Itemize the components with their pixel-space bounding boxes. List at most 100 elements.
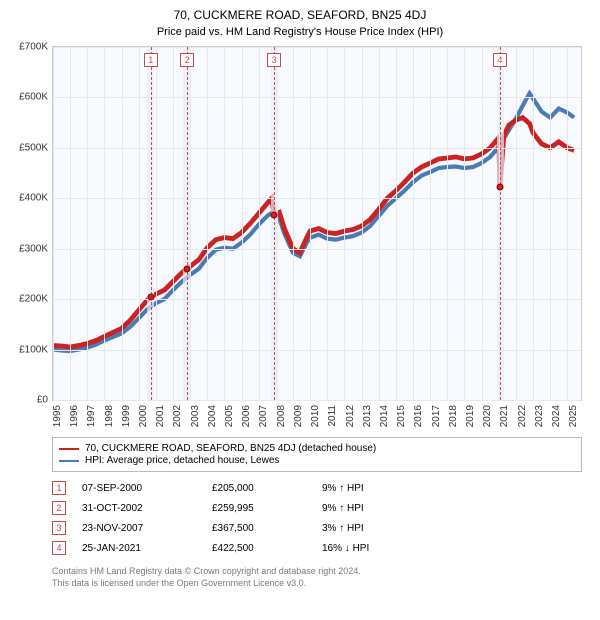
sale-dot [184, 265, 191, 272]
xtick-label: 2004 [207, 405, 218, 427]
xtick-label: 2019 [465, 405, 476, 427]
xtick-label: 2024 [551, 405, 562, 427]
xtick-label: 2018 [448, 405, 459, 427]
plot-area: £0£100K£200K£300K£400K£500K£600K£700K123… [52, 46, 582, 401]
gridline-v [87, 47, 88, 400]
transaction-row: 2 31-OCT-2002£259,9959% ↑ HPI [52, 498, 582, 518]
chart-subtitle: Price paid vs. HM Land Registry's House … [10, 26, 590, 38]
gridline-v [104, 47, 105, 400]
tx-delta: 16% ↓ HPI [322, 543, 442, 554]
xtick-label: 2010 [310, 405, 321, 427]
ytick-label: £300K [19, 243, 48, 254]
tx-delta: 3% ↑ HPI [322, 523, 442, 534]
gridline-v [482, 47, 483, 400]
gridline-v [413, 47, 414, 400]
xtick-label: 2009 [293, 405, 304, 427]
marker-dash [151, 47, 152, 400]
tx-price: £422,500 [212, 543, 322, 554]
gridline-v [550, 47, 551, 400]
xtick-label: 2012 [345, 405, 356, 427]
gridline-v [533, 47, 534, 400]
gridline-v [447, 47, 448, 400]
ytick-label: £100K [19, 344, 48, 355]
xtick-label: 2008 [276, 405, 287, 427]
gridline-v [396, 47, 397, 400]
legend-swatch [59, 448, 79, 450]
gridline-v [464, 47, 465, 400]
tx-flag: 1 [52, 481, 66, 495]
gridline-v [327, 47, 328, 400]
tx-delta: 9% ↑ HPI [322, 483, 442, 494]
gridline-v [567, 47, 568, 400]
xtick-label: 2014 [379, 405, 390, 427]
xtick-label: 2013 [362, 405, 373, 427]
legend: 70, CUCKMERE ROAD, SEAFORD, BN25 4DJ (de… [52, 437, 582, 472]
marker-dash [274, 47, 275, 400]
chart-area: £0£100K£200K£300K£400K£500K£600K£700K123… [52, 46, 582, 431]
marker-dash [187, 47, 188, 400]
xtick-label: 2016 [413, 405, 424, 427]
gridline-v [173, 47, 174, 400]
tx-flag: 3 [52, 521, 66, 535]
xtick-label: 1997 [86, 405, 97, 427]
ytick-label: £700K [19, 42, 48, 53]
tx-price: £259,995 [212, 503, 322, 514]
gridline-v [242, 47, 243, 400]
xtick-label: 2000 [138, 405, 149, 427]
ytick-label: £500K [19, 142, 48, 153]
marker-dash [500, 47, 501, 400]
gridline-v [139, 47, 140, 400]
gridline-v [430, 47, 431, 400]
gridline-v [516, 47, 517, 400]
legend-row: 70, CUCKMERE ROAD, SEAFORD, BN25 4DJ (de… [59, 443, 575, 454]
transaction-table: 107-SEP-2000£205,0009% ↑ HPI 2 31-OCT-2002… [52, 478, 582, 558]
xtick-label: 2001 [155, 405, 166, 427]
tx-price: £205,000 [212, 483, 322, 494]
xtick-label: 2023 [534, 405, 545, 427]
transaction-row: 107-SEP-2000£205,0009% ↑ HPI [52, 478, 582, 498]
footer: Contains HM Land Registry data © Crown c… [52, 566, 582, 589]
ytick-label: £400K [19, 193, 48, 204]
xtick-label: 2011 [327, 405, 338, 427]
xtick-label: 1999 [121, 405, 132, 427]
footer-line-1: Contains HM Land Registry data © Crown c… [52, 566, 582, 578]
marker-flag: 3 [267, 53, 281, 67]
gridline-v [379, 47, 380, 400]
transaction-row: 323-NOV-2007£367,5003% ↑ HPI [52, 518, 582, 538]
series-line [53, 93, 574, 351]
tx-date: 31-OCT-2002 [82, 503, 212, 514]
gridline-v [122, 47, 123, 400]
sale-dot [271, 211, 278, 218]
tx-flag: 4 [52, 541, 66, 555]
legend-label: HPI: Average price, detached house, Lewe… [85, 455, 279, 466]
xtick-label: 2002 [172, 405, 183, 427]
xtick-label: 1995 [52, 405, 63, 427]
tx-delta: 9% ↑ HPI [322, 503, 442, 514]
marker-flag: 4 [493, 53, 507, 67]
gridline-v [259, 47, 260, 400]
marker-flag: 1 [144, 53, 158, 67]
legend-row: HPI: Average price, detached house, Lewe… [59, 455, 575, 466]
gridline-v [344, 47, 345, 400]
tx-flag: 2 [52, 501, 66, 515]
xtick-label: 2017 [431, 405, 442, 427]
x-axis-ticks: 1995 1996 1997 1998 1999 2000 2001 2002 2003 2004… [52, 401, 582, 431]
xtick-label: 2006 [241, 405, 252, 427]
xtick-label: 2022 [517, 405, 528, 427]
sale-dot [496, 183, 503, 190]
legend-swatch [59, 460, 79, 462]
xtick-label: 2015 [396, 405, 407, 427]
sale-dot [147, 293, 154, 300]
xtick-label: 2003 [190, 405, 201, 427]
xtick-label: 2025 [568, 405, 579, 427]
footer-line-2: This data is licensed under the Open Gov… [52, 578, 582, 590]
xtick-label: 1998 [104, 405, 115, 427]
tx-date: 23-NOV-2007 [82, 523, 212, 534]
gridline-v [224, 47, 225, 400]
gridline-v [53, 47, 54, 400]
xtick-label: 1996 [69, 405, 80, 427]
legend-label: 70, CUCKMERE ROAD, SEAFORD, BN25 4DJ (de… [85, 443, 376, 454]
gridline-v [156, 47, 157, 400]
xtick-label: 2020 [482, 405, 493, 427]
ytick-label: £0 [37, 395, 48, 406]
